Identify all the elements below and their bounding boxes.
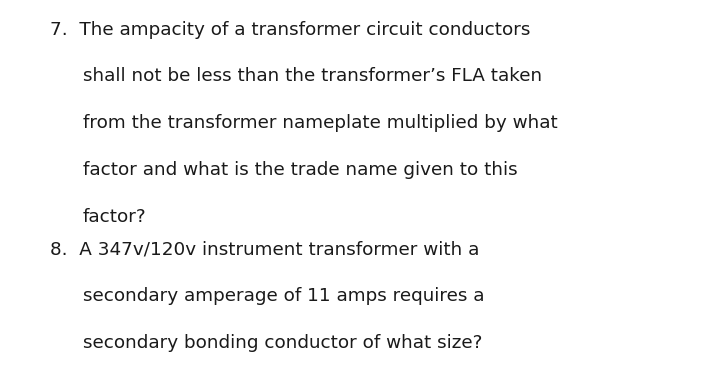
Text: factor and what is the trade name given to this: factor and what is the trade name given … — [83, 161, 518, 179]
Text: secondary bonding conductor of what size?: secondary bonding conductor of what size… — [83, 334, 482, 352]
Text: from the transformer nameplate multiplied by what: from the transformer nameplate multiplie… — [83, 114, 557, 132]
Text: factor?: factor? — [83, 208, 146, 226]
Text: 8.  A 347v/120v instrument transformer with a: 8. A 347v/120v instrument transformer wi… — [50, 240, 480, 258]
Text: secondary amperage of 11 amps requires a: secondary amperage of 11 amps requires a — [83, 287, 485, 305]
Text: shall not be less than the transformer’s FLA taken: shall not be less than the transformer’s… — [83, 67, 542, 85]
Text: 7.  The ampacity of a transformer circuit conductors: 7. The ampacity of a transformer circuit… — [50, 21, 531, 39]
